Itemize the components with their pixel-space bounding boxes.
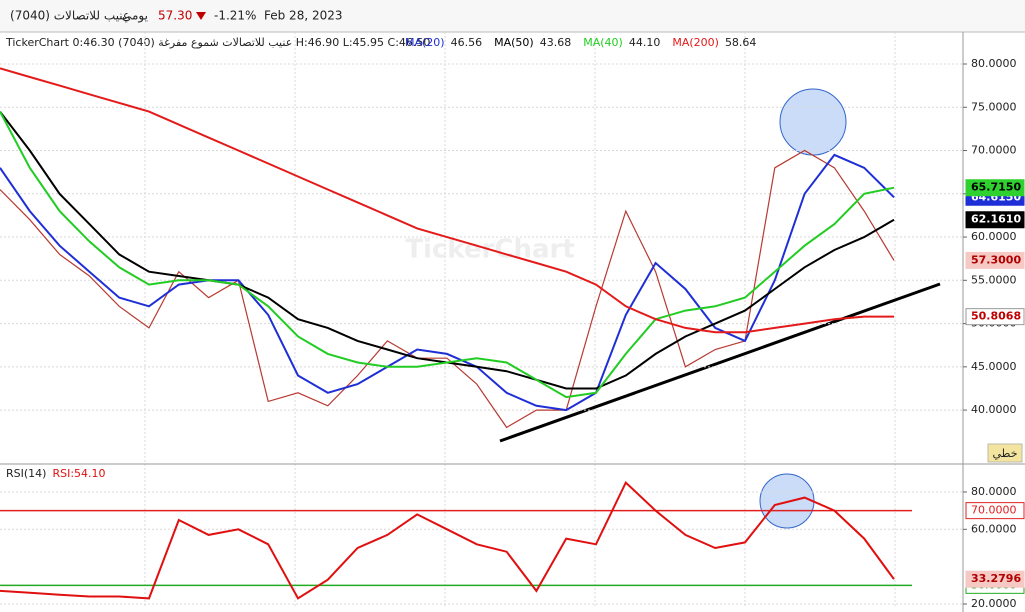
legend-value: 43.68	[540, 36, 572, 49]
last-value-label: 65.7150	[971, 181, 1021, 194]
last-value-box	[965, 211, 1025, 229]
price-change: -1.21%	[214, 9, 256, 23]
series-line	[0, 111, 895, 399]
level-label-box	[965, 502, 1025, 520]
last-value-label: 33.2796	[971, 572, 1021, 585]
y-tick-label: 60.0000	[971, 522, 1017, 535]
legend-name: MA(20)	[405, 36, 445, 49]
y-tick-label: 80.0000	[971, 485, 1017, 498]
series-line	[0, 153, 895, 412]
last-value-label: 50.8068	[971, 310, 1021, 323]
legend-value: 46.56	[451, 36, 483, 49]
y-tick-label: 45.0000	[971, 360, 1017, 373]
last-value-label: 62.1610	[971, 213, 1021, 226]
legend-name: MA(200)	[672, 36, 719, 49]
last-value-box	[965, 179, 1025, 197]
last-value-box	[965, 570, 1025, 588]
last-value-box	[965, 251, 1025, 269]
y-tick-label: 60.0000	[971, 230, 1017, 243]
mode-button-label[interactable]: خطي	[993, 447, 1018, 460]
level-label: 70.0000	[971, 504, 1017, 517]
legend-value: 58.64	[725, 36, 757, 49]
trend-line	[499, 282, 941, 443]
legend-value: RSI:54.10	[52, 467, 105, 480]
down-arrow	[196, 12, 206, 20]
chart-info: TickerChart عنيب للاتصالات شموع مفرغة (7…	[5, 36, 430, 49]
last-value-label: 57.3000	[971, 253, 1021, 266]
y-tick-label: 40.0000	[971, 403, 1017, 416]
period: يومي	[122, 9, 148, 24]
y-tick-label: 70.0000	[971, 144, 1017, 157]
y-tick-label: 20.0000	[971, 597, 1017, 610]
y-tick-label: 55.0000	[971, 273, 1017, 286]
y-tick-label: 80.0000	[971, 57, 1017, 70]
legend-name: MA(40)	[583, 36, 623, 49]
symbol-name: عنيب للاتصالات (7040)	[10, 9, 130, 23]
series-line	[0, 67, 894, 334]
y-tick-label: 75.0000	[971, 100, 1017, 113]
highlight-circle	[779, 88, 847, 156]
legend-value: 44.10	[629, 36, 661, 49]
date: Feb 28, 2023	[264, 9, 343, 23]
series-line	[0, 480, 895, 600]
legend-name: RSI(14)	[6, 467, 46, 480]
mode-button[interactable]	[987, 443, 1023, 463]
last-value-box	[965, 308, 1025, 326]
last-price: 57.30	[158, 9, 192, 23]
header-bar	[0, 0, 1025, 32]
legend-name: MA(50)	[494, 36, 534, 49]
